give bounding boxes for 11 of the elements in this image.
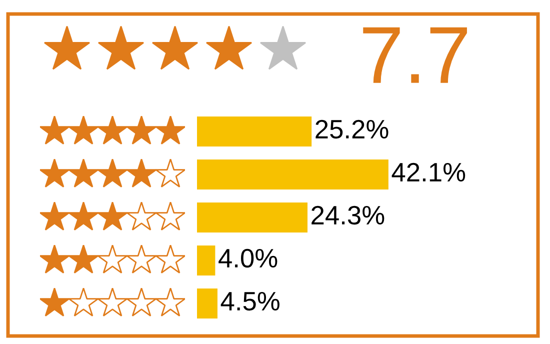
bar: [197, 202, 308, 233]
chart-title: 7.7: [363, 27, 467, 83]
data-label: 24.3%: [312, 206, 384, 225]
bar: [197, 245, 216, 276]
data-label: 4.5%: [220, 292, 280, 311]
bar: [197, 159, 388, 190]
data-label: 25.2%: [316, 120, 388, 139]
bar: [197, 288, 218, 319]
bar: [197, 116, 312, 147]
data-label: 4.0%: [218, 248, 278, 268]
data-label: 42.1%: [392, 162, 466, 182]
